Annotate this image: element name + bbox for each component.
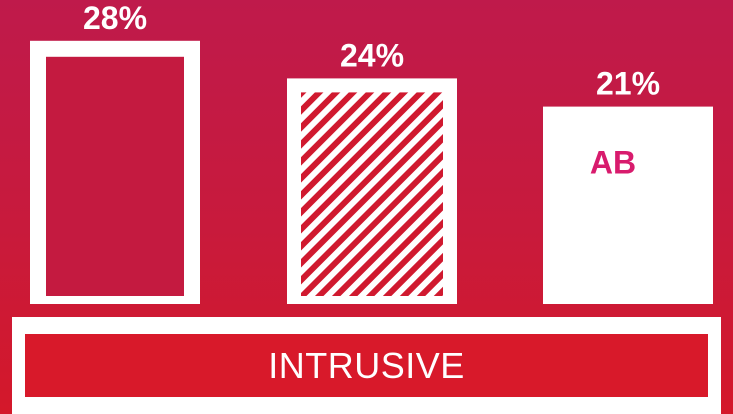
bar-1-hollow [46,56,184,296]
bar-3-value-label: 21% [596,66,660,102]
category-label-box: INTRUSIVE [12,317,721,414]
bars-layer: 28% 24% 21% AB [30,0,713,305]
bar-2-hatching [301,92,443,297]
category-label-band: INTRUSIVE [25,334,708,397]
bar-3-annotation: AB [590,145,636,181]
category-label: INTRUSIVE [268,344,465,386]
bar-3 [543,106,713,304]
bar-1-value-label: 28% [83,0,147,36]
bar-2-value-label: 24% [340,37,404,73]
